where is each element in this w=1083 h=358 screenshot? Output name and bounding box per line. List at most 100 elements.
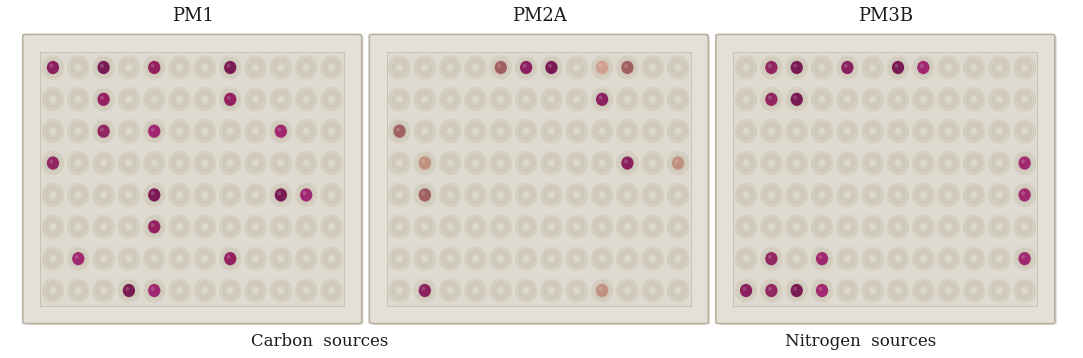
- Ellipse shape: [97, 156, 109, 170]
- Ellipse shape: [624, 223, 630, 230]
- Ellipse shape: [197, 91, 213, 108]
- Ellipse shape: [761, 121, 781, 141]
- Ellipse shape: [591, 56, 613, 79]
- Ellipse shape: [990, 185, 1009, 205]
- Ellipse shape: [199, 125, 211, 138]
- Ellipse shape: [126, 223, 132, 230]
- Ellipse shape: [839, 91, 856, 108]
- Ellipse shape: [75, 96, 81, 103]
- Ellipse shape: [201, 96, 208, 103]
- Ellipse shape: [942, 220, 955, 233]
- Ellipse shape: [739, 250, 754, 267]
- Ellipse shape: [647, 188, 658, 202]
- Ellipse shape: [670, 91, 686, 108]
- Ellipse shape: [939, 185, 958, 205]
- Ellipse shape: [171, 250, 187, 267]
- Ellipse shape: [492, 248, 510, 269]
- FancyBboxPatch shape: [374, 37, 710, 325]
- Ellipse shape: [766, 125, 778, 138]
- Ellipse shape: [197, 218, 213, 236]
- Ellipse shape: [43, 153, 63, 173]
- Ellipse shape: [246, 217, 265, 237]
- Ellipse shape: [819, 192, 825, 198]
- Ellipse shape: [622, 61, 634, 74]
- Ellipse shape: [794, 223, 800, 230]
- Ellipse shape: [1018, 252, 1031, 265]
- Ellipse shape: [222, 91, 238, 108]
- Ellipse shape: [1018, 220, 1031, 233]
- Ellipse shape: [490, 247, 511, 270]
- Ellipse shape: [417, 154, 433, 172]
- Ellipse shape: [668, 121, 688, 141]
- Ellipse shape: [963, 151, 984, 175]
- Ellipse shape: [194, 151, 216, 175]
- Ellipse shape: [75, 287, 81, 294]
- Ellipse shape: [667, 215, 689, 238]
- Ellipse shape: [667, 120, 689, 143]
- Ellipse shape: [497, 223, 504, 230]
- Ellipse shape: [990, 57, 1009, 78]
- Ellipse shape: [870, 64, 876, 71]
- Ellipse shape: [171, 154, 187, 172]
- Ellipse shape: [173, 61, 185, 74]
- Ellipse shape: [47, 220, 60, 233]
- Ellipse shape: [668, 89, 688, 110]
- Ellipse shape: [567, 185, 586, 205]
- Ellipse shape: [392, 59, 407, 76]
- Ellipse shape: [938, 56, 960, 79]
- Ellipse shape: [143, 151, 165, 175]
- Ellipse shape: [177, 223, 183, 230]
- Ellipse shape: [1017, 250, 1032, 267]
- Ellipse shape: [417, 282, 433, 299]
- Ellipse shape: [913, 215, 935, 238]
- Ellipse shape: [895, 128, 901, 135]
- Ellipse shape: [836, 215, 858, 238]
- Ellipse shape: [616, 88, 638, 111]
- Ellipse shape: [421, 287, 426, 291]
- Ellipse shape: [195, 248, 214, 269]
- Ellipse shape: [222, 122, 238, 140]
- Ellipse shape: [195, 121, 214, 141]
- Ellipse shape: [647, 284, 658, 297]
- Ellipse shape: [93, 88, 115, 111]
- Ellipse shape: [199, 188, 211, 202]
- Ellipse shape: [668, 248, 688, 269]
- Ellipse shape: [67, 279, 89, 302]
- Ellipse shape: [761, 280, 781, 301]
- Ellipse shape: [963, 120, 984, 143]
- Ellipse shape: [221, 280, 239, 301]
- Ellipse shape: [252, 287, 259, 294]
- Ellipse shape: [914, 185, 932, 205]
- Ellipse shape: [592, 57, 612, 78]
- Ellipse shape: [321, 247, 342, 270]
- Ellipse shape: [870, 287, 876, 294]
- Ellipse shape: [870, 160, 876, 166]
- Ellipse shape: [97, 61, 109, 74]
- Ellipse shape: [736, 153, 756, 173]
- Ellipse shape: [447, 255, 454, 262]
- Ellipse shape: [197, 250, 213, 267]
- Ellipse shape: [246, 89, 265, 110]
- Ellipse shape: [224, 93, 236, 106]
- Ellipse shape: [194, 279, 216, 302]
- Ellipse shape: [643, 89, 663, 110]
- Ellipse shape: [465, 215, 486, 238]
- Ellipse shape: [921, 160, 927, 166]
- Ellipse shape: [768, 192, 774, 198]
- Ellipse shape: [170, 89, 190, 110]
- Ellipse shape: [671, 284, 684, 297]
- Ellipse shape: [298, 154, 314, 172]
- Ellipse shape: [300, 125, 312, 138]
- Ellipse shape: [421, 223, 428, 230]
- Ellipse shape: [194, 183, 216, 207]
- Ellipse shape: [841, 125, 853, 138]
- Ellipse shape: [786, 56, 808, 79]
- Ellipse shape: [523, 287, 530, 294]
- Ellipse shape: [890, 282, 906, 299]
- Ellipse shape: [466, 280, 485, 301]
- Ellipse shape: [68, 185, 88, 205]
- Ellipse shape: [671, 188, 684, 202]
- Ellipse shape: [540, 88, 562, 111]
- Ellipse shape: [523, 128, 530, 135]
- Ellipse shape: [838, 248, 857, 269]
